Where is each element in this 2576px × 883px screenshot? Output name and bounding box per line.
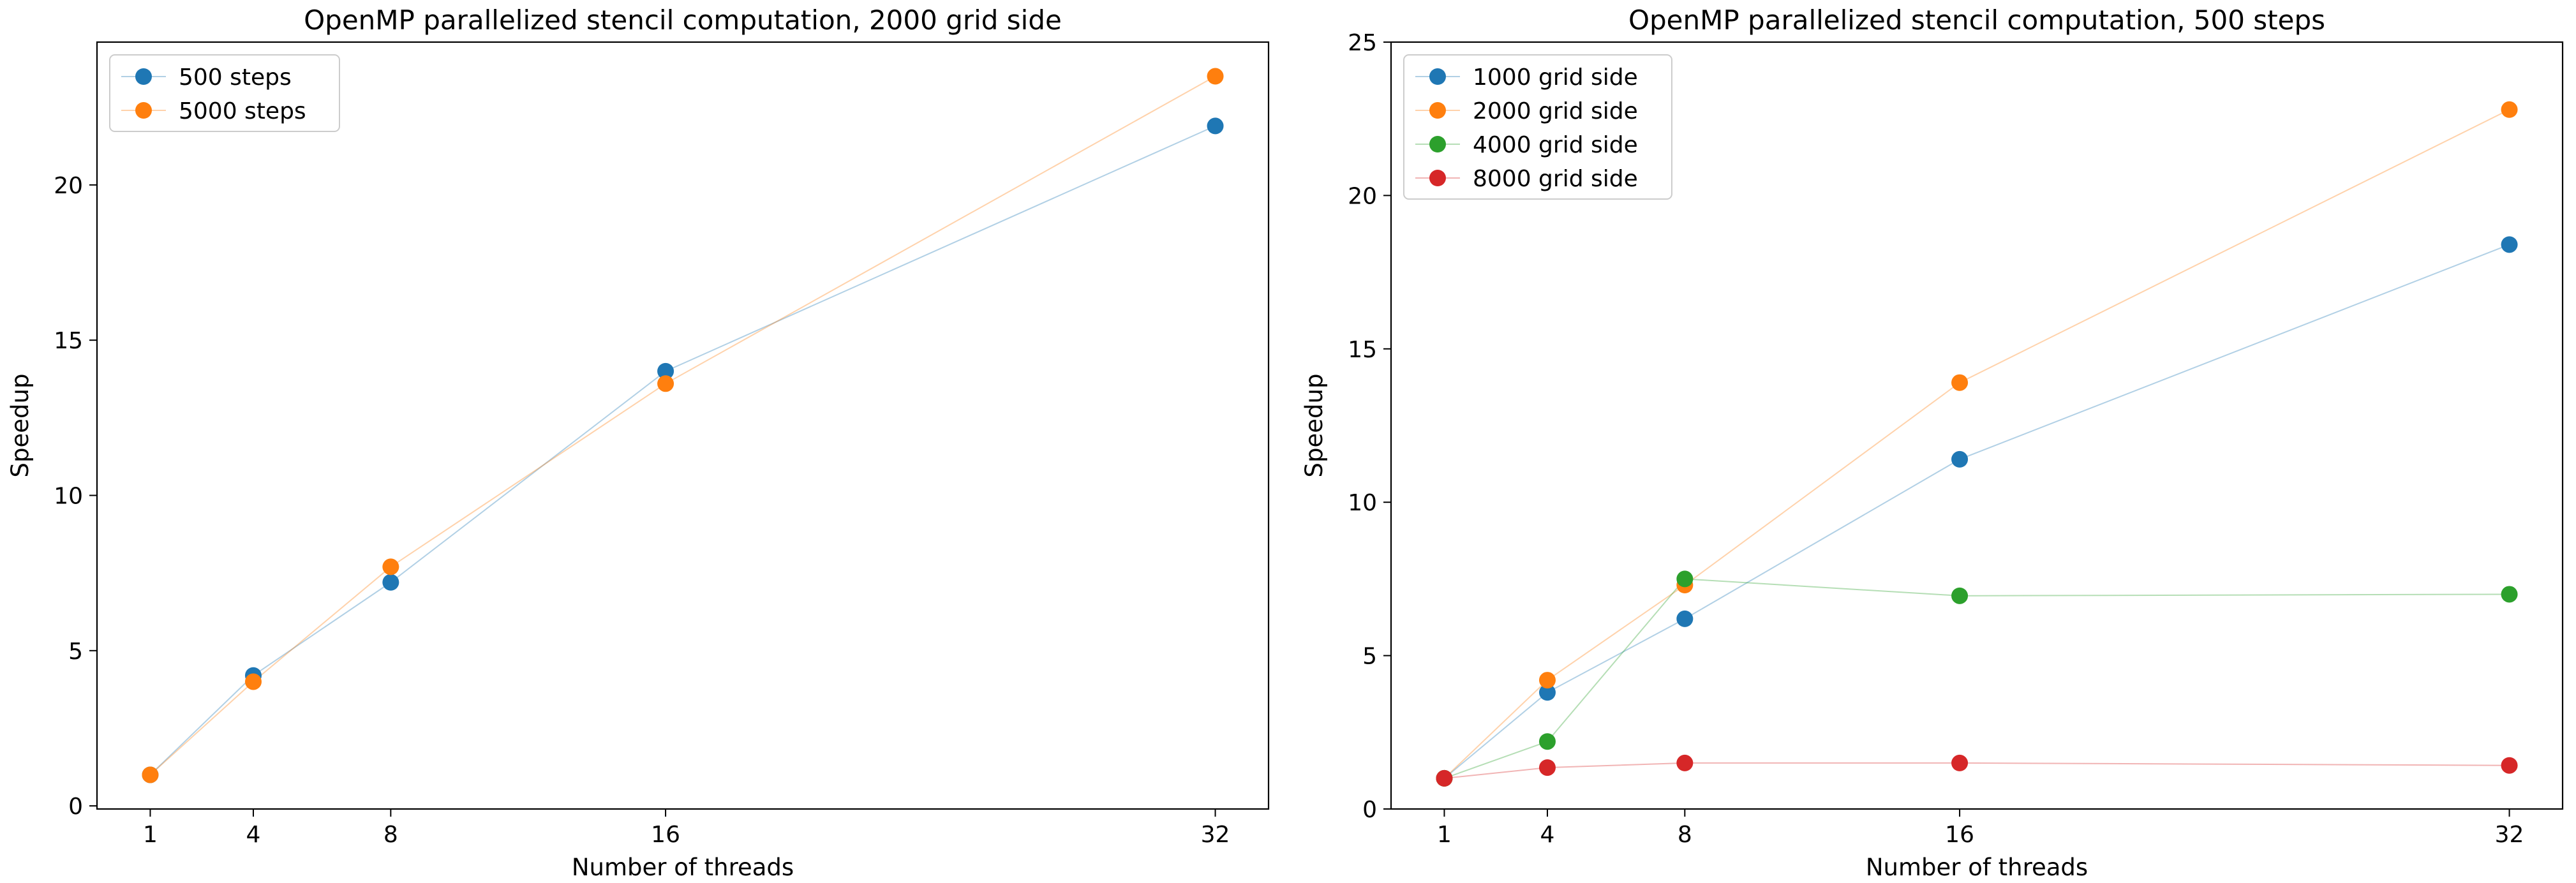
data-point-2000-grid-side — [1538, 672, 1556, 689]
data-point-5000-steps — [1207, 68, 1224, 85]
data-point-4000-grid-side — [1951, 587, 1969, 604]
y-axis-label: Speedup — [6, 374, 34, 478]
x-tick-label: 1 — [143, 822, 158, 848]
y-tick-label: 5 — [68, 639, 83, 665]
y-tick-label: 10 — [1348, 490, 1377, 516]
data-point-500-steps — [1207, 117, 1224, 135]
data-point-8000-grid-side — [2501, 757, 2518, 774]
y-tick-label: 5 — [1362, 644, 1377, 670]
legend-label: 5000 steps — [179, 98, 306, 124]
legend-label: 8000 grid side — [1473, 166, 1638, 192]
legend-marker-4000-grid-side — [1429, 136, 1446, 152]
data-point-5000-steps — [142, 766, 159, 783]
legend-label: 2000 grid side — [1473, 98, 1638, 124]
legend-marker-500-steps — [135, 68, 152, 85]
data-point-5000-steps — [244, 673, 262, 690]
y-tick-label: 20 — [1348, 183, 1377, 209]
y-tick-label: 10 — [54, 483, 83, 509]
data-point-2000-grid-side — [2501, 101, 2518, 118]
series-line-500-steps — [149, 125, 1216, 776]
y-axis-label: Speedup — [1300, 374, 1328, 478]
x-axis-label: Number of threads — [1866, 854, 2088, 881]
chart-title: OpenMP parallelized stencil computation,… — [304, 4, 1062, 36]
y-tick-label: 0 — [68, 794, 83, 820]
legend-label: 1000 grid side — [1473, 64, 1638, 91]
data-point-5000-steps — [382, 558, 399, 575]
legend-box — [109, 54, 340, 132]
data-point-5000-steps — [657, 375, 674, 392]
data-point-8000-grid-side — [1676, 754, 1694, 771]
x-tick-label: 16 — [1945, 822, 1974, 848]
y-tick-label: 15 — [1348, 337, 1377, 363]
x-tick-label: 1 — [1437, 822, 1452, 848]
y-tick-label: 25 — [1348, 30, 1377, 56]
series-line-2000-grid-side — [1443, 108, 2510, 779]
y-tick-label: 15 — [54, 328, 83, 354]
plot-area-frame — [96, 41, 1270, 810]
chart-title: OpenMP parallelized stencil computation,… — [1628, 4, 2325, 36]
data-point-1000-grid-side — [1951, 450, 1969, 468]
plot-area-frame — [1390, 41, 2564, 810]
series-line-1000-grid-side — [1443, 244, 2510, 779]
legend-box — [1403, 54, 1672, 200]
x-axis-label: Number of threads — [572, 854, 794, 881]
legend-marker-8000-grid-side — [1429, 170, 1446, 186]
series-line-8000-grid-side — [1444, 762, 2510, 779]
x-tick-label: 8 — [383, 822, 398, 848]
data-point-1000-grid-side — [1538, 684, 1556, 701]
legend-marker-5000-steps — [135, 102, 152, 119]
series-line-4000-grid-side — [1444, 578, 2510, 779]
data-point-4000-grid-side — [2501, 586, 2518, 603]
x-tick-label: 32 — [2495, 822, 2524, 848]
series-line-5000-steps — [149, 75, 1216, 776]
data-point-8000-grid-side — [1436, 769, 1453, 787]
data-point-1000-grid-side — [1676, 610, 1694, 627]
x-tick-label: 32 — [1201, 822, 1230, 848]
x-tick-label: 4 — [1540, 822, 1555, 848]
chart-panel-speedup-2000-grid: OpenMP parallelized stencil computation,… — [6, 4, 1270, 881]
legend-marker-1000-grid-side — [1429, 68, 1446, 85]
y-tick-label: 0 — [1362, 797, 1377, 823]
data-point-4000-grid-side — [1538, 733, 1556, 750]
data-point-4000-grid-side — [1676, 570, 1694, 588]
data-point-8000-grid-side — [1951, 754, 1969, 771]
data-point-500-steps — [382, 574, 399, 591]
data-point-8000-grid-side — [1538, 759, 1556, 776]
data-point-500-steps — [657, 362, 674, 380]
x-tick-label: 4 — [246, 822, 261, 848]
data-point-2000-grid-side — [1951, 374, 1969, 391]
legend-label: 4000 grid side — [1473, 132, 1638, 158]
legend-label: 500 steps — [179, 64, 292, 91]
x-tick-label: 8 — [1678, 822, 1692, 848]
legend-marker-2000-grid-side — [1429, 102, 1446, 119]
y-tick-label: 20 — [54, 173, 83, 199]
x-tick-label: 16 — [651, 822, 680, 848]
data-point-1000-grid-side — [2501, 236, 2518, 253]
chart-panel-speedup-500-steps: OpenMP parallelized stencil computation,… — [1300, 4, 2564, 881]
